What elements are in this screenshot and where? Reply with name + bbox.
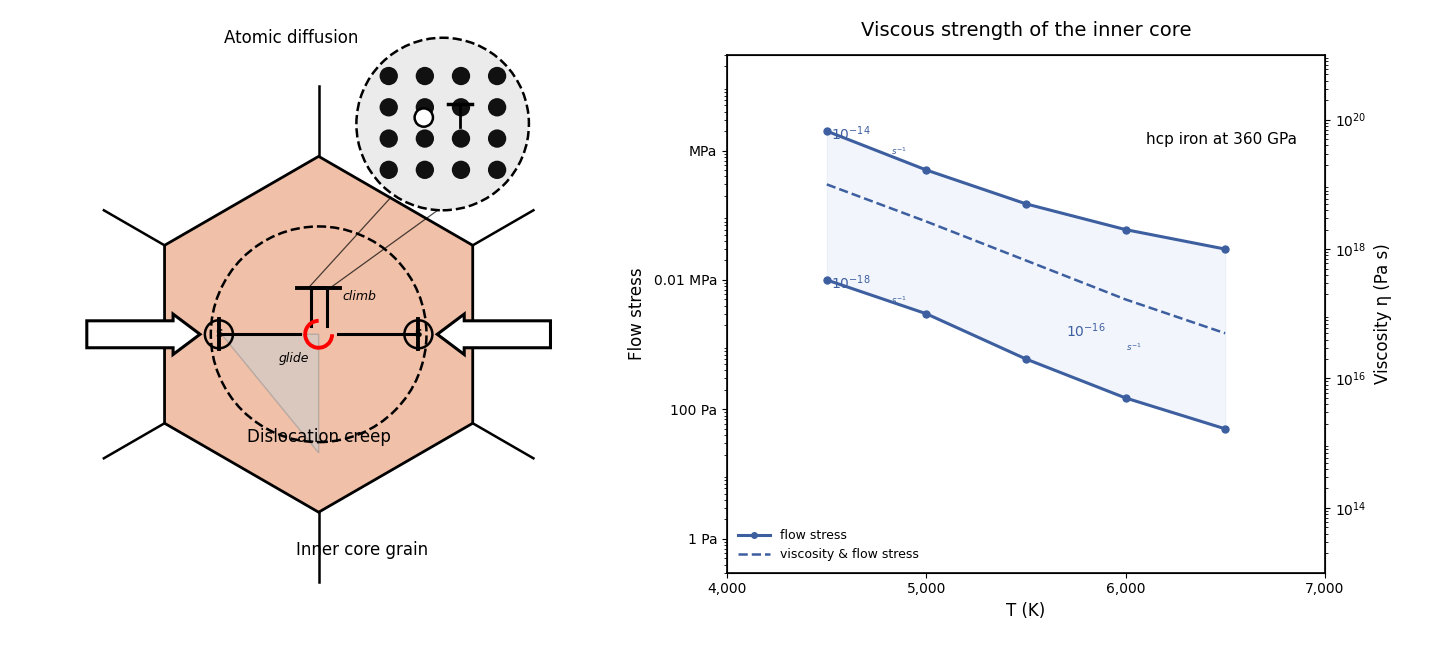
Circle shape: [380, 98, 397, 116]
X-axis label: T (K): T (K): [1007, 602, 1045, 620]
Circle shape: [415, 109, 433, 127]
FancyArrow shape: [438, 314, 550, 355]
Text: $10^{-16}$: $10^{-16}$: [1066, 321, 1106, 340]
Circle shape: [380, 67, 397, 85]
Circle shape: [452, 67, 469, 85]
Circle shape: [452, 160, 469, 179]
Text: climb: climb: [343, 290, 377, 303]
Text: S: S: [215, 329, 223, 339]
Text: $10^{-14}$: $10^{-14}$: [831, 125, 870, 143]
Circle shape: [416, 98, 433, 116]
Text: hcp iron at 360 GPa: hcp iron at 360 GPa: [1146, 132, 1296, 147]
Polygon shape: [222, 334, 318, 453]
Text: $_{s^{-1}}$: $_{s^{-1}}$: [890, 144, 906, 157]
Text: $10^{-18}$: $10^{-18}$: [831, 274, 870, 292]
Text: glide: glide: [278, 352, 308, 365]
Polygon shape: [164, 157, 472, 512]
Title: Viscous strength of the inner core: Viscous strength of the inner core: [861, 21, 1191, 39]
Legend: flow stress, viscosity & flow stress: flow stress, viscosity & flow stress: [733, 524, 923, 566]
Text: $_{s^{-1}}$: $_{s^{-1}}$: [890, 292, 906, 306]
Circle shape: [488, 67, 507, 85]
Text: Dislocation creep: Dislocation creep: [246, 428, 390, 446]
Circle shape: [452, 129, 469, 148]
Circle shape: [488, 98, 507, 116]
Circle shape: [356, 38, 528, 210]
Y-axis label: Flow stress: Flow stress: [628, 267, 645, 360]
Text: Inner core grain: Inner core grain: [295, 541, 428, 559]
Circle shape: [452, 98, 469, 116]
FancyArrow shape: [86, 314, 200, 355]
Circle shape: [380, 129, 397, 148]
Y-axis label: Viscosity η (Pa s): Viscosity η (Pa s): [1374, 243, 1392, 384]
Circle shape: [416, 160, 433, 179]
Text: Atomic diffusion: Atomic diffusion: [225, 28, 359, 47]
Text: S: S: [415, 329, 422, 339]
Circle shape: [416, 67, 433, 85]
Circle shape: [380, 160, 397, 179]
Text: $_{s^{-1}}$: $_{s^{-1}}$: [1126, 340, 1140, 353]
Circle shape: [488, 160, 507, 179]
Circle shape: [488, 129, 507, 148]
Circle shape: [416, 129, 433, 148]
